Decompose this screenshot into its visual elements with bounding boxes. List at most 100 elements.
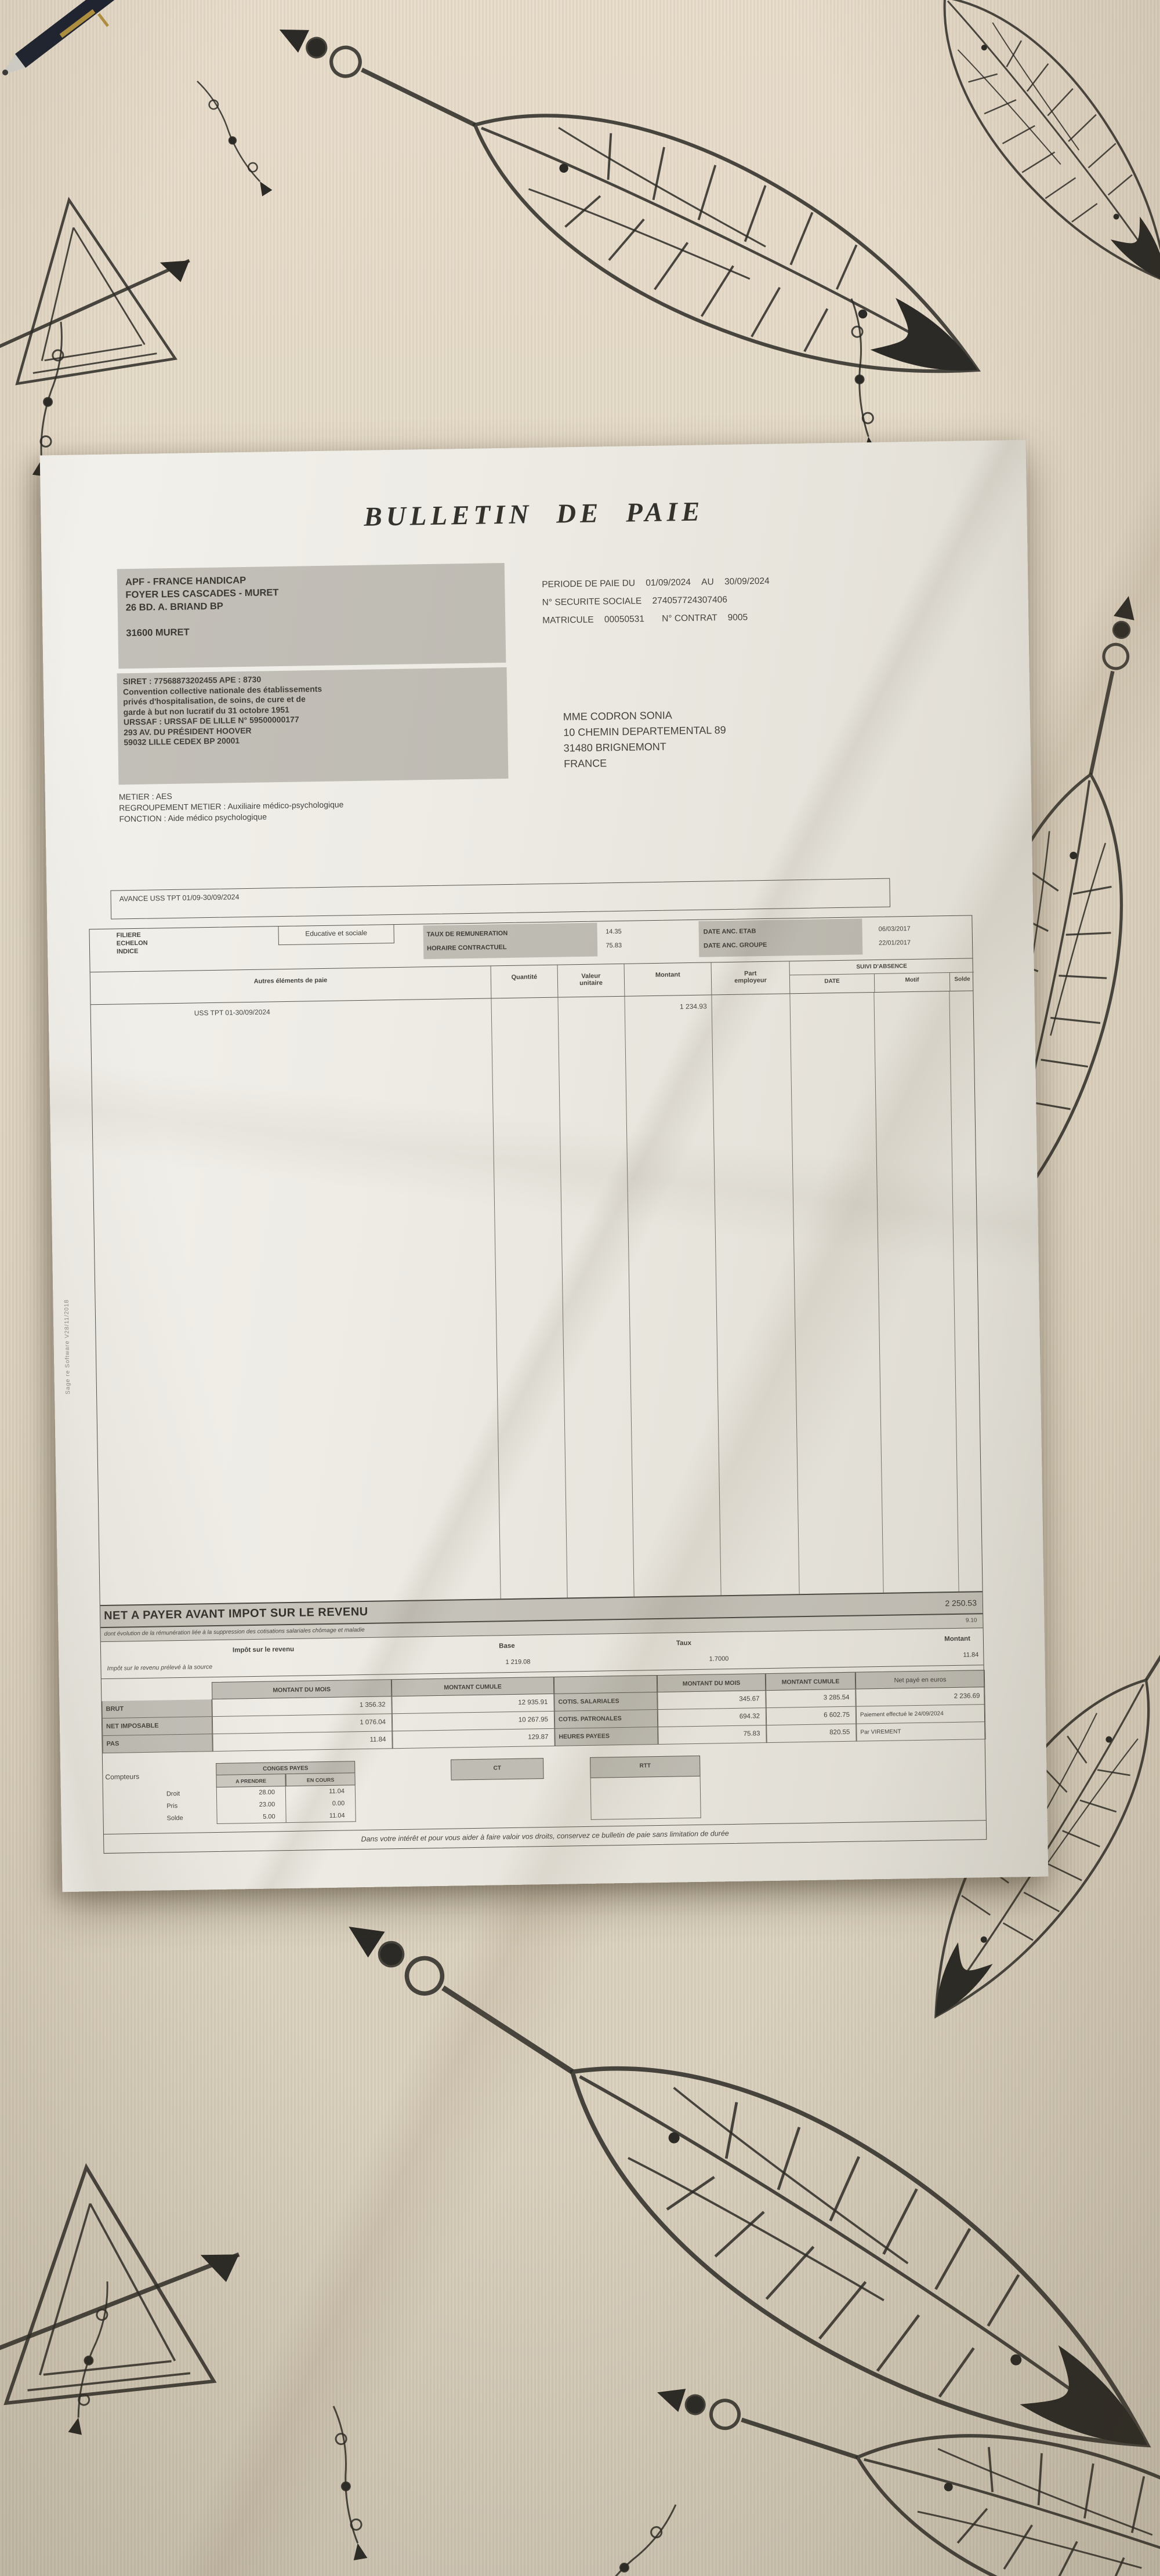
cumul-header-left: MONTANT CUMULE: [391, 1676, 554, 1697]
taux-label: TAUX DE REMUNERATION: [426, 929, 508, 939]
tax-base-value: 1 219.08: [505, 1658, 531, 1666]
counter-row-label: Pris: [166, 1803, 178, 1810]
column-divider: [711, 995, 722, 1596]
feather-motif-bottom-right: [633, 2320, 1160, 2576]
column-divider: [873, 993, 884, 1593]
beads-motif-bottom-3: [574, 2499, 682, 2576]
payment-date: 24/09/2024: [914, 1710, 944, 1718]
absence-group-header: SUIVI D'ABSENCE DATE Motif Solde: [789, 958, 975, 994]
month-header-left: MONTANT DU MOIS: [211, 1679, 392, 1700]
summary-row-label: COTIS. SALARIALES: [554, 1692, 658, 1712]
paid-leave-table: CONGES PAYES A PRENDRE EN COURS Droit 28…: [164, 1761, 356, 1825]
summary-row-label: COTIS. PATRONALES: [554, 1710, 658, 1729]
pas-cumul: 129.87: [392, 1728, 555, 1749]
pas-month: 11.84: [212, 1731, 393, 1752]
ssn-label: N° SECURITE SOCIALE: [542, 596, 642, 608]
tipi-motif-left: [0, 183, 204, 393]
ct-header: CT: [451, 1758, 544, 1781]
col-a-prendre: A PRENDRE: [216, 1774, 286, 1788]
counters-block: Compteurs CONGES PAYES A PRENDRE EN COUR…: [103, 1751, 986, 1833]
employer-legal-box: SIRET : 77568873202455 APE : 8730 Conven…: [117, 667, 509, 785]
summary-row-label: NET IMPOSABLE: [102, 1717, 213, 1736]
droit-en-cours: 11.04: [285, 1785, 356, 1799]
matricule-label: MATRICULE: [542, 615, 594, 626]
col-header-quantity: Quantité: [490, 965, 558, 999]
net-paid-value: 2 236.69: [855, 1687, 985, 1707]
solde-a-prendre: 5.00: [216, 1811, 287, 1825]
pay-line-label: USS TPT 01-30/09/2024: [194, 1008, 270, 1018]
pay-table-frame: FILIERE ECHELON INDICE Educative et soci…: [89, 915, 987, 1854]
net-to-pay-label: NET A PAYER AVANT IMPOT SUR LE REVENU: [103, 1605, 368, 1623]
beads-motif-bottom-2: [325, 2404, 368, 2562]
summary-spacer: [102, 1682, 212, 1701]
feather-motif-top-right: [818, 0, 1160, 313]
net-imposable-month: 1 076.04: [212, 1714, 393, 1735]
beads-motif-right: [843, 297, 879, 455]
col-header-unit-line2: unitaire: [579, 979, 603, 987]
beads-motif-bottom-1: [67, 2279, 115, 2436]
period-label: PERIODE DE PAIE DU: [542, 578, 636, 590]
summary-row-label: BRUT: [102, 1699, 212, 1719]
anc-groupe-label: DATE ANC. GROUPE: [703, 941, 767, 950]
col-header-employer-share: Part employeur: [710, 961, 790, 995]
period-end: 30/09/2024: [724, 576, 770, 587]
period-row: PERIODE DE PAIE DU 01/09/2024 AU 30/09/2…: [542, 576, 770, 590]
cp-spacer: [164, 1775, 216, 1788]
matricule-value: 00050531: [604, 614, 645, 625]
seniority-values: 06/03/2017 22/01/2017: [878, 922, 911, 950]
tax-amount-header: Montant: [944, 1635, 970, 1643]
summary-spacer-gray: [553, 1675, 658, 1694]
seniority-box: DATE ANC. ETAB DATE ANC. GROUPE: [698, 918, 863, 957]
contract-value: 9005: [727, 612, 748, 623]
employee-address-block: MME CODRON SONIA 10 CHEMIN DEPARTEMENTAL…: [563, 707, 727, 772]
counter-row-label: Solde: [166, 1814, 183, 1822]
horaire-label: HORAIRE CONTRACTUEL: [426, 943, 507, 953]
col-en-cours: EN COURS: [285, 1773, 356, 1787]
summary-row-label: PAS: [102, 1734, 213, 1754]
month-header-right: MONTANT DU MOIS: [657, 1673, 766, 1693]
payment-date-line: Paiement effectué le 24/09/2024: [855, 1705, 986, 1724]
column-divider: [624, 996, 635, 1597]
pay-table-body: USS TPT 01-30/09/2024 1 234.93: [91, 991, 983, 1605]
payment-method: VIREMENT: [871, 1728, 901, 1736]
col-header-amount: Montant: [624, 962, 712, 997]
evolution-label: dont évolution de la rémunération liée à…: [104, 1626, 365, 1638]
counters-title: Compteurs: [105, 1772, 140, 1782]
matricule-row: MATRICULE 00050531 N° CONTRAT 9005: [542, 612, 770, 626]
contract-label: N° CONTRAT: [662, 613, 717, 624]
absence-subcolumns: DATE Motif Solde: [790, 972, 975, 994]
tax-row-label: Impôt sur le revenu prélevé à la source: [107, 1663, 213, 1672]
pen: [2, 0, 115, 75]
col-header-solde: Solde: [949, 972, 975, 991]
tax-base-header: Base: [499, 1642, 515, 1650]
horaire-value: 75.83: [606, 942, 622, 950]
net-paid-header: Net payé en euros: [855, 1670, 985, 1690]
employee-country: FRANCE: [563, 757, 607, 770]
rtt-header: RTT: [590, 1755, 701, 1778]
pris-a-prendre: 23.00: [216, 1799, 287, 1812]
tipi-motif-bottom-left: [0, 2152, 252, 2411]
ssn-value: 274057724307406: [652, 594, 728, 606]
employee-street: 10 CHEMIN DEPARTEMENTAL 89: [563, 724, 726, 739]
column-divider: [491, 998, 501, 1599]
col-header-date: DATE: [824, 978, 840, 985]
anc-groupe-value: 22/01/2017: [878, 939, 911, 947]
filiere-value: Educative et sociale: [278, 925, 394, 946]
net-to-pay-amount: 2 250.53: [945, 1598, 977, 1608]
column-divider: [557, 997, 568, 1598]
brut-cumul: 12 935.91: [392, 1694, 554, 1714]
period-start: 01/09/2024: [646, 577, 691, 588]
beads-motif-left: [31, 319, 69, 478]
column-divider: [949, 991, 959, 1592]
document-title: BULLETIN DE PAIE: [363, 496, 704, 532]
col-header-unit-value: Valeur unitaire: [557, 964, 625, 998]
col-header-employer-line2: employeur: [734, 976, 767, 984]
heures-month: 75.83: [658, 1725, 767, 1745]
side-vertical-text: Sage re Software V28/11/2018: [63, 1299, 72, 1395]
cotis-sal-cumul: 3 285.54: [766, 1689, 856, 1709]
counter-row-label: Droit: [166, 1790, 180, 1798]
net-imposable-cumul: 10 267.95: [392, 1711, 555, 1732]
cotis-sal-month: 345.67: [657, 1691, 766, 1710]
evolution-amount: 9.10: [965, 1617, 977, 1624]
